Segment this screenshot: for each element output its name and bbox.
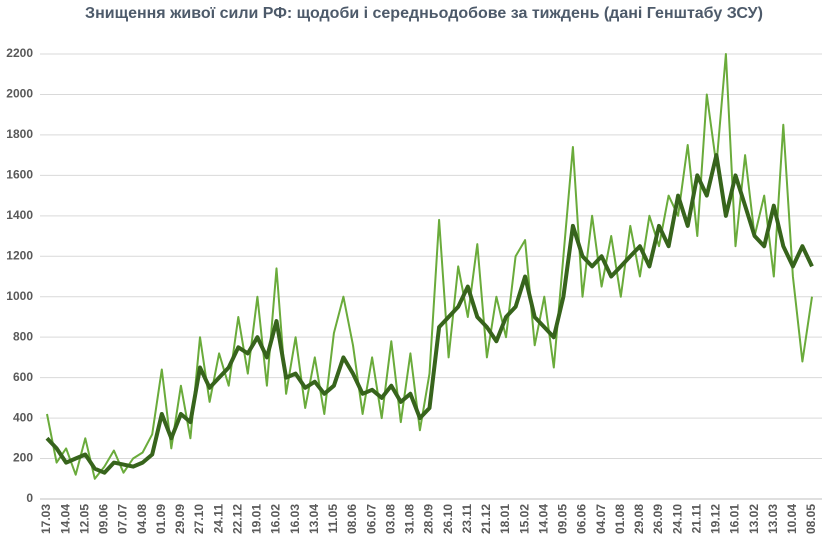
x-tick-label: 26.10 [441,504,455,534]
x-tick-label: 01.09 [154,504,168,534]
y-tick-label: 1400 [6,208,33,222]
x-tick-label: 09.06 [97,504,111,534]
x-tick-label: 24.11 [211,504,225,534]
y-tick-label: 200 [13,451,33,465]
x-tick-label: 04.07 [594,504,608,534]
y-tick-label: 1800 [6,127,33,141]
x-tick-label: 17.03 [39,504,53,534]
x-tick-label: 10.04 [785,504,799,534]
x-tick-label: 09.05 [556,504,570,534]
x-tick-label: 24.10 [670,504,684,534]
x-tick-label: 29.08 [632,504,646,534]
x-tick-label: 13.02 [747,504,761,534]
x-tick-label: 06.06 [575,504,589,534]
x-tick-label: 03.08 [383,504,397,534]
x-tick-label: 19.01 [250,504,264,534]
chart-title: Знищення живої сили РФ: щодоби і середнь… [85,5,763,22]
x-tick-label: 08.06 [345,504,359,534]
x-tick-label: 21.12 [479,504,493,534]
y-tick-label: 1600 [6,168,33,182]
x-tick-label: 21.11 [689,504,703,534]
x-tick-label: 26.09 [651,504,665,534]
x-tick-label: 15.02 [517,504,531,534]
x-tick-label: 16.03 [288,504,302,534]
x-tick-label: 16.02 [269,504,283,534]
x-tick-label: 13.03 [766,504,780,534]
x-tick-label: 11.05 [326,504,340,534]
x-tick-label: 07.07 [116,504,130,534]
x-tick-label: 29.09 [173,504,187,534]
y-tick-label: 2000 [6,87,33,101]
y-tick-label: 1200 [6,248,33,262]
x-tick-label: 31.08 [403,504,417,534]
x-tick-label: 01.08 [613,504,627,534]
x-tick-label: 14.04 [58,504,72,534]
series-line [45,153,814,475]
x-tick-label: 14.04 [536,504,550,534]
x-tick-label: 19.12 [709,504,723,534]
x-tick-label: 12.05 [77,504,91,534]
y-tick-label: 1000 [6,289,33,303]
x-tick-label: 18.01 [498,504,512,534]
x-tick-label: 27.10 [192,504,206,534]
y-tick-label: 2200 [6,46,33,60]
x-tick-label: 22.12 [230,504,244,534]
x-tick-label: 13.04 [307,504,321,534]
x-tick-label: 23.11 [460,504,474,534]
x-tick-label: 16.01 [728,504,742,534]
y-tick-label: 0 [26,491,33,505]
x-tick-label: 06.07 [364,504,378,534]
y-tick-label: 600 [13,370,33,384]
y-tick-label: 800 [13,329,33,343]
x-tick-label: 04.08 [135,504,149,534]
y-tick-label: 400 [13,410,33,424]
x-tick-label: 08.05 [804,504,818,534]
x-tick-label: 28.09 [422,504,436,534]
